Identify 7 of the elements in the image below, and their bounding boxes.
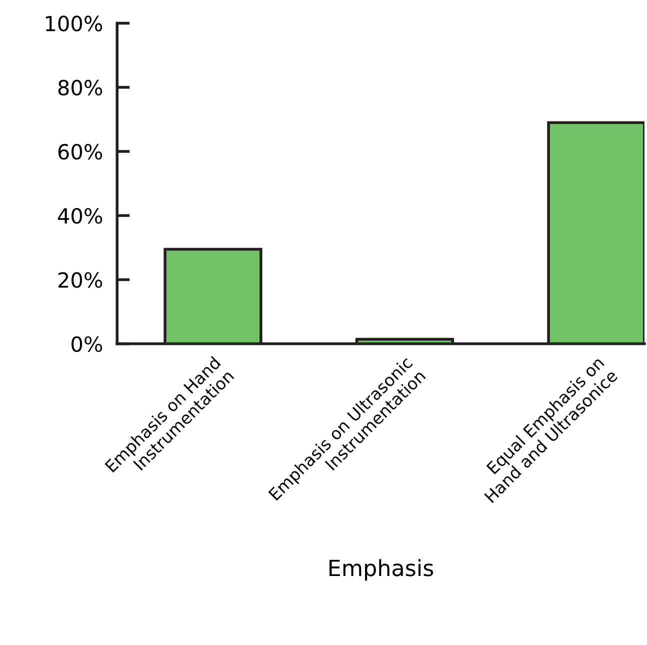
y-tick-label: 40%	[58, 208, 102, 224]
y-tick-label: 60%	[58, 144, 102, 160]
y-tick-label: 80%	[58, 80, 102, 96]
y-tick-label: 0%	[72, 336, 102, 352]
y-tick-label: 20%	[58, 272, 102, 288]
y-tick-label: 100%	[46, 16, 102, 32]
x-axis-title: Emphasis	[330, 559, 434, 581]
